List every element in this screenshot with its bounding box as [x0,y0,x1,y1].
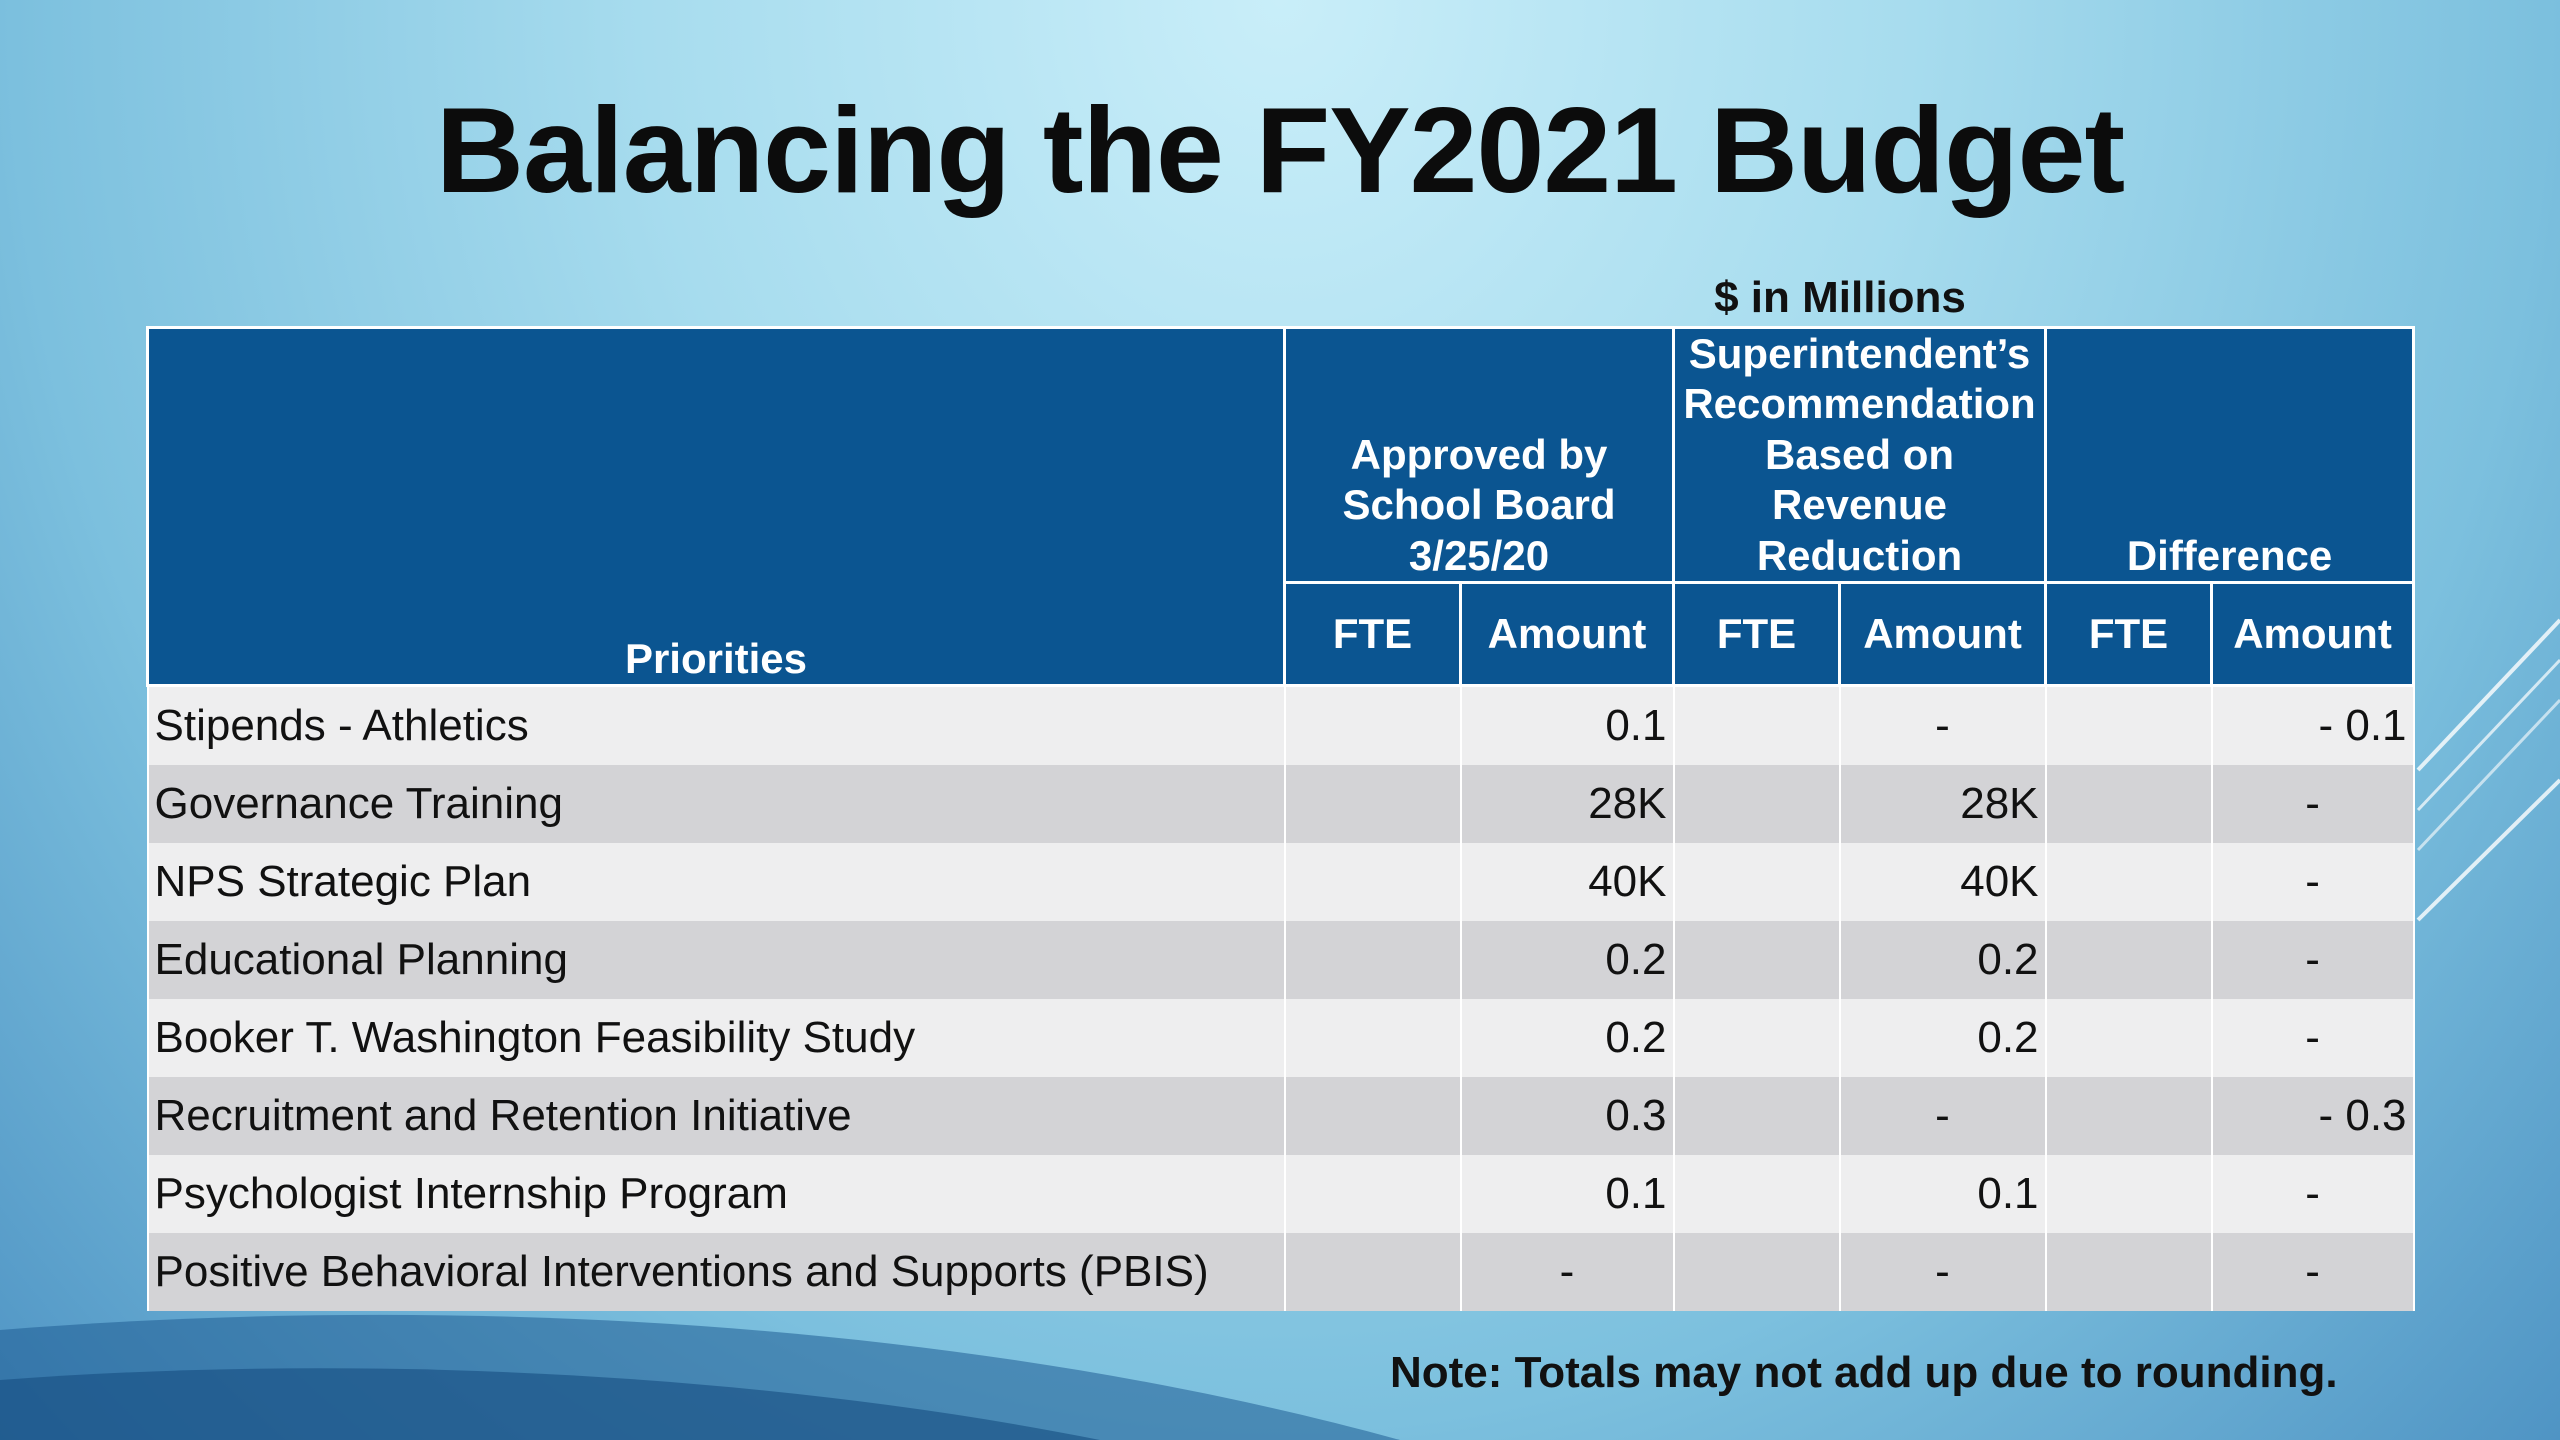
approved-fte-cell [1283,1076,1462,1155]
priority-cell: Recruitment and Retention Initiative [146,1076,1286,1155]
table-row: Positive Behavioral Interventions and Su… [146,1232,2415,1311]
header-approved: Approved by School Board 3/25/20 [1283,326,1675,584]
subheader-recommended-amount: Amount [1837,580,2048,687]
priority-cell: Stipends - Athletics [146,685,1286,765]
table-row: Booker T. Washington Feasibility Study 0… [146,998,2415,1077]
table-row: Educational Planning 0.2 0.2 - [146,920,2415,999]
difference-fte-cell [2044,1154,2213,1233]
difference-amount-cell: - 0.1 [2210,685,2415,765]
priority-cell: NPS Strategic Plan [146,842,1286,921]
subheader-approved-amount: Amount [1459,580,1675,687]
slide-title: Balancing the FY2021 Budget [435,82,2125,218]
recommended-fte-cell [1672,998,1841,1077]
approved-fte-cell [1283,920,1462,999]
priority-cell: Governance Training [146,764,1286,843]
difference-amount-cell: - [2210,998,2415,1077]
recommended-amount-cell: 0.2 [1838,998,2047,1077]
subheader-approved-fte: FTE [1283,580,1462,687]
recommended-fte-cell [1672,920,1841,999]
difference-amount-cell: - [2210,1232,2415,1311]
difference-amount-cell: - [2210,920,2415,999]
difference-fte-cell [2044,920,2213,999]
approved-amount-cell: 0.3 [1459,1076,1675,1155]
table-row: Governance Training 28K 28K - [146,764,2415,843]
difference-fte-cell [2044,1076,2213,1155]
approved-fte-cell [1283,842,1462,921]
priority-cell: Booker T. Washington Feasibility Study [146,998,1286,1077]
approved-amount-cell: 0.2 [1459,998,1675,1077]
recommended-amount-cell: - [1838,1076,2047,1155]
priority-cell: Educational Planning [146,920,1286,999]
approved-amount-cell: 0.1 [1459,1154,1675,1233]
recommended-amount-cell: 28K [1838,764,2047,843]
header-difference: Difference [2044,326,2416,584]
rounding-note: Note: Totals may not add up due to round… [1390,1348,2338,1397]
recommended-amount-cell: - [1838,685,2047,765]
approved-fte-cell [1283,1154,1462,1233]
table-row: Psychologist Internship Program 0.1 0.1 … [146,1154,2415,1233]
approved-amount-cell: 40K [1459,842,1675,921]
recommended-amount-cell: - [1838,1232,2047,1311]
approved-fte-cell [1283,764,1462,843]
subheader-recommended-fte: FTE [1672,580,1841,687]
recommended-fte-cell [1672,1154,1841,1233]
difference-fte-cell [2044,764,2213,843]
budget-table: Priorities Approved by School Board 3/25… [146,326,2416,1311]
recommended-fte-cell [1672,764,1841,843]
table-row: NPS Strategic Plan 40K 40K - [146,842,2415,921]
subheader-difference-amount: Amount [2210,580,2416,687]
header-priorities: Priorities [146,326,1286,687]
approved-fte-cell [1283,998,1462,1077]
priority-cell: Positive Behavioral Interventions and Su… [146,1232,1286,1311]
difference-amount-cell: - [2210,842,2415,921]
approved-amount-cell: 0.1 [1459,685,1675,765]
difference-fte-cell [2044,998,2213,1077]
recommended-amount-cell: 0.2 [1838,920,2047,999]
header-recommended: Superintendent’s Recommendation Based on… [1671,326,2048,584]
difference-amount-cell: - 0.3 [2210,1076,2415,1155]
recommended-fte-cell [1672,1232,1841,1311]
difference-fte-cell [2044,1232,2213,1311]
table-row: Recruitment and Retention Initiative 0.3… [146,1076,2415,1155]
difference-fte-cell [2044,842,2213,921]
priority-cell: Psychologist Internship Program [146,1154,1286,1233]
units-label: $ in Millions [1714,273,1966,322]
approved-fte-cell [1283,685,1462,765]
recommended-fte-cell [1672,1076,1841,1155]
difference-amount-cell: - [2210,1154,2415,1233]
table-row: Stipends - Athletics 0.1 - - 0.1 [146,685,2415,765]
difference-fte-cell [2044,685,2213,765]
approved-amount-cell: - [1459,1232,1675,1311]
subheader-difference-fte: FTE [2044,580,2214,687]
approved-amount-cell: 0.2 [1459,920,1675,999]
recommended-fte-cell [1672,685,1841,765]
approved-fte-cell [1283,1232,1462,1311]
difference-amount-cell: - [2210,764,2415,843]
approved-amount-cell: 28K [1459,764,1675,843]
recommended-fte-cell [1672,842,1841,921]
recommended-amount-cell: 40K [1838,842,2047,921]
recommended-amount-cell: 0.1 [1838,1154,2047,1233]
